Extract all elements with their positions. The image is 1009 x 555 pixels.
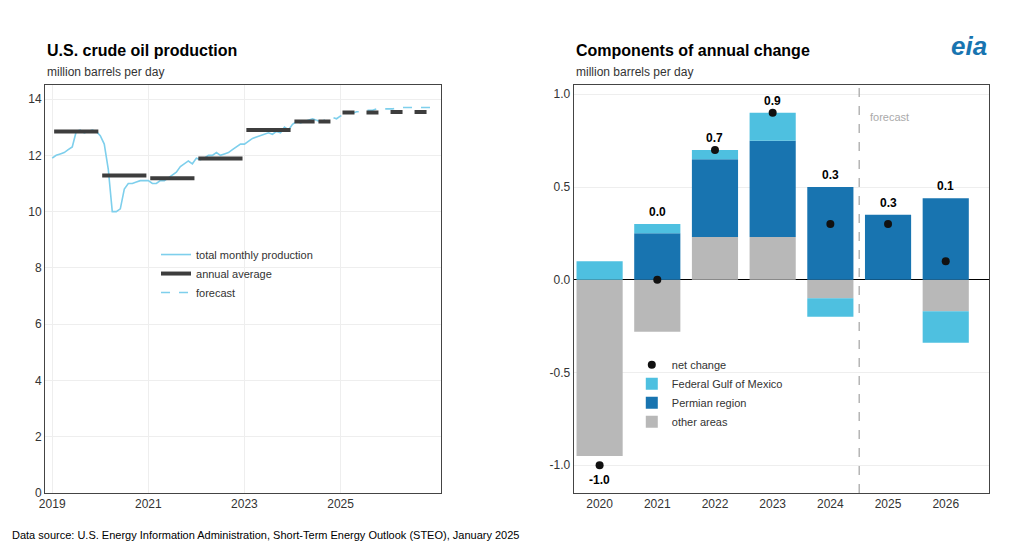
svg-text:Data source: U.S. Energy Infor: Data source: U.S. Energy Information Adm… [12,529,519,541]
svg-text:-1.0: -1.0 [589,473,610,487]
svg-text:1.0: 1.0 [554,87,571,101]
svg-text:2023: 2023 [231,497,258,511]
svg-text:14: 14 [28,92,42,106]
svg-text:0.5: 0.5 [554,180,571,194]
svg-text:eia: eia [951,31,987,61]
svg-text:annual average: annual average [196,268,272,280]
svg-text:2021: 2021 [135,497,162,511]
svg-text:2025: 2025 [875,497,902,511]
svg-text:forecast: forecast [870,111,909,123]
svg-text:12: 12 [28,149,42,163]
svg-text:2026: 2026 [932,497,959,511]
svg-text:2021: 2021 [644,497,671,511]
svg-text:4: 4 [35,374,42,388]
svg-text:net change: net change [672,359,726,371]
svg-text:-0.5: -0.5 [550,366,571,380]
svg-text:0.9: 0.9 [764,94,781,108]
svg-text:10: 10 [28,205,42,219]
svg-text:6: 6 [35,317,42,331]
svg-text:0: 0 [35,486,42,500]
svg-text:0.3: 0.3 [822,168,839,182]
svg-text:0.1: 0.1 [937,179,954,193]
svg-text:total monthly production: total monthly production [196,249,313,261]
svg-text:Components of annual change: Components of annual change [576,42,810,59]
svg-text:2: 2 [35,430,42,444]
svg-text:8: 8 [35,261,42,275]
svg-text:0.0: 0.0 [554,273,571,287]
svg-text:0.7: 0.7 [706,131,723,145]
svg-text:U.S. crude oil production: U.S. crude oil production [47,42,237,59]
svg-text:Permian region: Permian region [672,397,747,409]
svg-text:0.0: 0.0 [649,205,666,219]
svg-text:million barrels per day: million barrels per day [576,65,693,79]
svg-text:million barrels per day: million barrels per day [47,65,164,79]
svg-text:2020: 2020 [586,497,613,511]
svg-text:0.3: 0.3 [880,196,897,210]
svg-text:2023: 2023 [759,497,786,511]
svg-text:Federal Gulf of Mexico: Federal Gulf of Mexico [672,378,783,390]
svg-text:-1.0: -1.0 [550,458,571,472]
svg-text:2025: 2025 [327,497,354,511]
svg-text:2019: 2019 [39,497,66,511]
svg-text:forecast: forecast [196,287,235,299]
svg-text:other areas: other areas [672,416,728,428]
svg-text:2024: 2024 [817,497,844,511]
svg-text:2022: 2022 [702,497,729,511]
